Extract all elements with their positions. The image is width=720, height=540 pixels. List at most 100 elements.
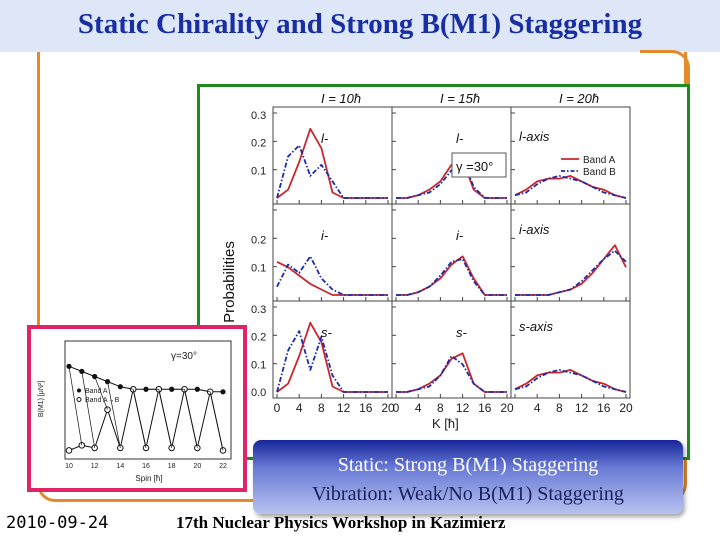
- inset-band-ab-point: [219, 447, 227, 454]
- legend-band-a-label: Band A: [583, 155, 616, 166]
- inset-band-ab-point: [142, 444, 150, 452]
- inset-x-tick: 12: [91, 463, 99, 470]
- inset-band-ab-point: [91, 444, 98, 452]
- inset-axes: [64, 340, 232, 460]
- axis-row-label: i-axis: [519, 222, 550, 237]
- inset-band-ab-point: [65, 447, 73, 454]
- x-tick-label: 20: [381, 401, 395, 415]
- caption-vibration: Vibration: Weak/No B(M1) Staggering: [312, 483, 624, 505]
- x-tick-label: 16: [478, 401, 492, 415]
- inset-stagger-line: [68, 366, 83, 446]
- inset-stagger-line: [209, 391, 224, 451]
- x-tick-label: 16: [359, 401, 373, 415]
- axis-row-label: s-axis: [519, 319, 553, 334]
- band-b-line: [514, 368, 627, 393]
- band-a-line: [396, 352, 507, 393]
- band-a-line: [515, 244, 627, 296]
- row-label: i-: [456, 228, 464, 243]
- inset-stagger-line: [158, 389, 173, 448]
- main-figure: I = 10ħ I = 15ħ I = 20ħ l-l-l-axis i-i-i-axi…: [221, 91, 633, 431]
- title-bar: [0, 0, 720, 52]
- band-b-line: [276, 255, 388, 296]
- footer-date: 2010-09-24: [6, 513, 109, 533]
- y-tick-label: 0.0: [251, 387, 266, 399]
- inset-legend-a: Band A: [85, 388, 108, 395]
- inset-stagger-line: [197, 388, 211, 393]
- x-tick-label: 0: [393, 401, 400, 415]
- y-tick-label: 0.2: [251, 235, 266, 247]
- caption-static: Static: Strong B(M1) Staggering: [337, 454, 599, 476]
- curves: [276, 127, 627, 393]
- panel: [391, 203, 512, 302]
- x-tick-label: 4: [534, 401, 541, 415]
- band-a-line: [276, 127, 388, 199]
- inset-x-tick: 14: [116, 463, 124, 470]
- x-tick-label: 4: [296, 401, 303, 415]
- y-tick-label: 0.2: [251, 332, 266, 344]
- inset-stagger-line: [107, 381, 121, 448]
- inset-legend-a-marker: [77, 388, 81, 393]
- band-b-line: [276, 330, 388, 393]
- orange-frame-corner: [640, 50, 690, 90]
- inset-x-title: Spin [ħ]: [135, 474, 162, 483]
- y-tick-label: 0.1: [251, 262, 266, 274]
- inset-stagger-line: [120, 386, 134, 390]
- inset-band-a-point: [117, 384, 123, 390]
- panel-grid: [272, 106, 631, 399]
- x-tick-label: 20: [500, 401, 514, 415]
- x-tick-label: 0: [274, 401, 281, 415]
- x-tick-label: 8: [437, 401, 444, 415]
- footer-venue: 17th Nuclear Physics Workshop in Kazimie…: [176, 513, 506, 532]
- band-a-line: [514, 368, 627, 393]
- slide-title: Static Chirality and Strong B(M1) Stagge…: [77, 8, 643, 40]
- column-title: I = 10ħ: [321, 91, 361, 106]
- legend-band-b-label: Band B: [583, 167, 616, 178]
- row-label: i-: [321, 228, 329, 243]
- band-b-line: [515, 249, 627, 296]
- band-b-line: [396, 355, 507, 393]
- inset-legend-ab-marker: [76, 397, 82, 402]
- inset-content: γ=30° Band A Band A→B B(M1) [μN²] 10 12 14 16 18…: [38, 340, 232, 483]
- column-title: I = 15ħ: [440, 91, 480, 106]
- inset-gamma-label: γ=30°: [171, 351, 197, 362]
- inset-x-tick: 16: [142, 463, 150, 470]
- inset-legend-ab: Band A→B: [85, 397, 120, 404]
- x-tick-label: 8: [556, 401, 563, 415]
- main-figure-frame: I = 10ħ I = 15ħ I = 20ħ l-l-l-axis i-i-i-axi…: [197, 84, 690, 460]
- x-tick-label: 20: [619, 401, 633, 415]
- band-b-line: [396, 258, 507, 296]
- inset-x-tick: 10: [65, 463, 73, 470]
- gamma-box: [451, 152, 507, 178]
- inset-stagger-line: [184, 389, 198, 448]
- column-title: I = 20ħ: [559, 91, 599, 106]
- inset-x-tick: 22: [219, 463, 227, 470]
- band-b-line: [514, 175, 627, 199]
- inset-band-ab-point: [104, 406, 111, 413]
- x-tick-label: 4: [415, 401, 422, 415]
- y-tick-label: 0.2: [251, 138, 266, 150]
- inset-stagger-line: [94, 376, 108, 410]
- figure-labels: I = 10ħ I = 15ħ I = 20ħ l-l-l-axis i-i-i-axi…: [221, 91, 633, 431]
- inset-band-a-point: [169, 386, 175, 392]
- row-label: l-: [321, 131, 329, 146]
- gamma-label: γ =30°: [456, 159, 493, 174]
- x-tick-label: 8: [318, 401, 325, 415]
- inset-band-ab-point: [78, 442, 86, 449]
- inset-figure-frame: γ=30° Band A Band A→B B(M1) [μN²] 10 12 14 16 18…: [27, 325, 247, 492]
- inset-y-title: B(M1) [μN²]: [38, 381, 45, 417]
- inset-band-a-point: [66, 363, 72, 369]
- inset-figure: γ=30° Band A Band A→B B(M1) [μN²] 10 12 14 16 18…: [38, 340, 232, 483]
- band-a-line: [396, 255, 507, 296]
- panel: [510, 300, 631, 399]
- inset-stagger-line: [132, 389, 147, 448]
- y-tick-label: 0.1: [251, 165, 266, 177]
- x-tick-label: 12: [456, 401, 470, 415]
- x-axis-title: K [ħ]: [432, 416, 459, 431]
- y-tick-label: 0.3: [251, 304, 266, 316]
- y-axis-title: Probabilities: [221, 241, 238, 323]
- inset-band-a-point: [194, 386, 200, 392]
- x-tick-label: 12: [337, 401, 351, 415]
- axis-row-label: l-axis: [519, 129, 550, 144]
- y-tick-label: 0.3: [251, 110, 266, 122]
- panel: [272, 203, 393, 302]
